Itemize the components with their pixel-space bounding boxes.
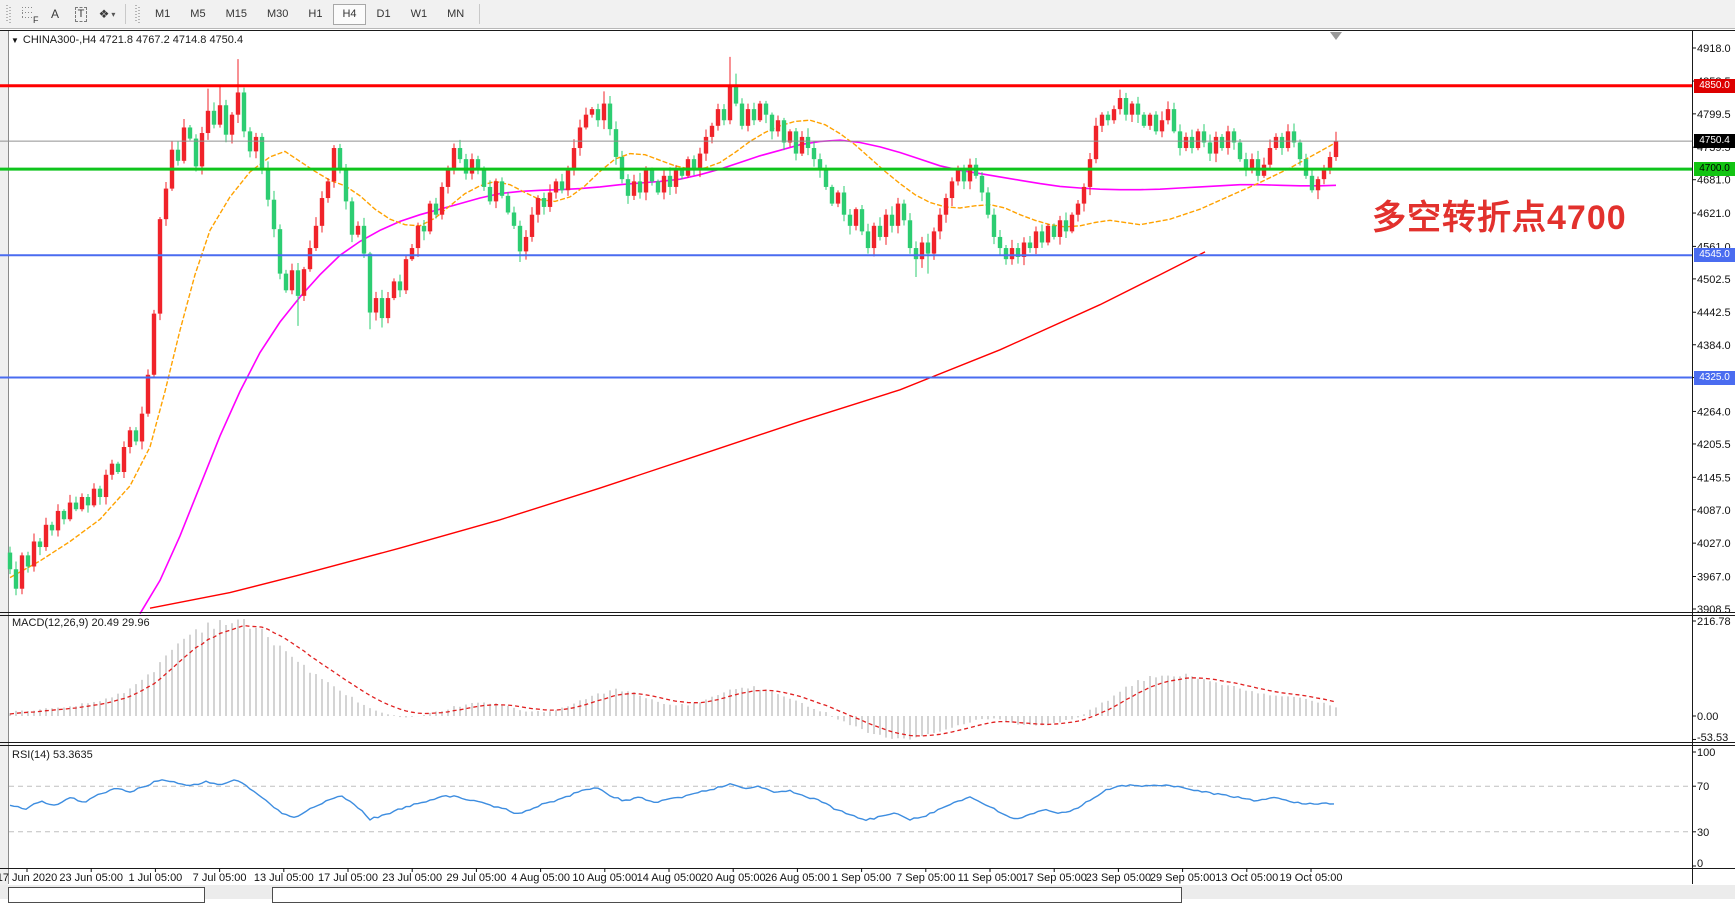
price-tick-label: 4205.5 [1697, 439, 1731, 451]
date-tick-label: 17 Sep 05:00 [1021, 872, 1086, 884]
rsi-axis-label: 0 [1697, 858, 1703, 870]
toolbar-separator-2 [479, 4, 481, 24]
date-tick-label: 4 Aug 05:00 [511, 872, 570, 884]
chart-menu-triangle-icon[interactable]: ▼ [11, 36, 19, 45]
symbol-ohlc-readout[interactable]: ▼ CHINA300-,H4 4721.8 4767.2 4714.8 4750.… [11, 34, 244, 46]
rsi-axis-label: 100 [1697, 747, 1715, 759]
macd-axis-label: 0.00 [1697, 711, 1718, 723]
chevron-down-icon: ▾ [111, 9, 116, 19]
date-tick-label: 17 Jun 2020 [0, 872, 57, 884]
bottom-windows-strip [0, 885, 1735, 903]
price-tick-label: 4681.0 [1697, 175, 1731, 187]
timeframe-button-M30[interactable]: M30 [266, 7, 289, 20]
date-tick-label: 23 Jun 05:00 [59, 872, 123, 884]
chart-shift-marker [1330, 32, 1342, 40]
rsi-line [9, 779, 1335, 822]
date-tick-label: 7 Jul 05:00 [193, 872, 247, 884]
toolbar-separator [125, 4, 126, 24]
macd-plot [9, 619, 1337, 740]
rsi-level-lines [9, 785, 1692, 833]
price-tick-label: 3967.0 [1697, 571, 1731, 583]
date-tick-label: 26 Aug 05:00 [765, 872, 830, 884]
timeframe-button-MN[interactable]: MN [447, 7, 465, 20]
date-tick-label: 19 Oct 05:00 [1280, 872, 1343, 884]
price-tick-label: 3908.5 [1697, 604, 1731, 616]
date-tick-label: 23 Sep 05:00 [1086, 872, 1151, 884]
date-tick-label: 13 Oct 05:00 [1215, 872, 1278, 884]
line-style-icon[interactable]: ❖ ▾ [98, 7, 116, 21]
price-tick-label: 4264.0 [1697, 406, 1731, 418]
price-tick-label: 4799.5 [1697, 109, 1731, 121]
price-tick-label: 4027.0 [1697, 538, 1731, 550]
cursor-arrow-icon[interactable]: A [50, 7, 59, 21]
rsi-axis-label: 70 [1697, 781, 1709, 793]
price-badge-4850.0: 4850.0 [1694, 78, 1735, 93]
rsi-label: RSI(14) 53.3635 [12, 749, 93, 761]
macd-axis-label: 216.78 [1697, 616, 1731, 628]
toolbar-drag-handle[interactable] [6, 5, 12, 23]
moving-average-lines [9, 119, 1337, 615]
date-tick-label: 11 Sep 05:00 [958, 872, 1023, 884]
macd-axis-label: -53.53 [1697, 732, 1728, 744]
ma-slow-red [149, 251, 1206, 609]
timeframe-button-H1[interactable]: H1 [308, 7, 323, 20]
date-tick-label: 13 Jul 05:00 [254, 872, 314, 884]
timeframe-bar: M1 M5 M15 M30 H1 H4 D1 W1 MN [145, 3, 474, 25]
date-tick-label: 17 Jul 05:00 [318, 872, 378, 884]
timeframe-button-M5[interactable]: M5 [190, 7, 206, 20]
pane-borders [0, 30, 1735, 884]
toolbar: F A T ❖ ▾ M1 M5 M15 M30 H1 H4 D1 W1 MN [0, 0, 1735, 29]
price-tick-label: 4384.0 [1697, 340, 1731, 352]
timeframe-button-W1[interactable]: W1 [410, 7, 428, 20]
date-tick-label: 1 Jul 05:00 [128, 872, 182, 884]
macd-signal-line [9, 624, 1337, 737]
bottom-window-1[interactable] [8, 887, 205, 903]
indicator-grid-icon[interactable]: F [17, 2, 41, 26]
price-tick-label: 4918.0 [1697, 43, 1731, 55]
rsi-axis-label: 30 [1697, 827, 1709, 839]
timeframe-button-H4[interactable]: H4 [333, 3, 366, 25]
price-tick-label: 4621.0 [1697, 208, 1731, 220]
date-axis: 17 Jun 2020 23 Jun 05:00 1 Jul 05:00 7 Jul … [0, 868, 1343, 884]
ma-fast-orange [9, 119, 1337, 579]
date-tick-label: 20 Aug 05:00 [701, 872, 766, 884]
price-tick-label: 4145.5 [1697, 472, 1731, 484]
annotation-text[interactable]: 多空转折点4700 [1372, 199, 1627, 237]
date-tick-label: 29 Sep 05:00 [1150, 872, 1215, 884]
price-tick-label: 4087.0 [1697, 505, 1731, 517]
price-tick-label: 4442.5 [1697, 307, 1731, 319]
price-badge-4325.0: 4325.0 [1694, 370, 1735, 385]
current-price-badge: 4750.4 [1694, 134, 1735, 149]
date-tick-label: 14 Aug 05:00 [637, 872, 702, 884]
timeframe-button-M15[interactable]: M15 [225, 7, 247, 20]
timeframe-button-D1[interactable]: D1 [376, 7, 391, 20]
candles [7, 56, 1339, 596]
bottom-window-2[interactable] [272, 887, 1182, 903]
price-badge-4545.0: 4545.0 [1694, 248, 1735, 263]
date-tick-label: 7 Sep 05:00 [896, 872, 955, 884]
date-tick-label: 1 Sep 05:00 [832, 872, 891, 884]
price-badge-4700.0: 4700.0 [1694, 162, 1735, 177]
price-tick-label: 4502.5 [1697, 274, 1731, 286]
macd-label: MACD(12,26,9) 20.49 29.96 [12, 617, 150, 629]
text-label-icon[interactable]: T [69, 2, 93, 26]
horizontal-level-lines [0, 84, 1692, 379]
timeframe-drag-handle[interactable] [135, 5, 141, 23]
timeframe-button-M1[interactable]: M1 [155, 7, 171, 20]
date-tick-label: 29 Jul 05:00 [446, 872, 506, 884]
date-tick-label: 23 Jul 05:00 [382, 872, 442, 884]
date-tick-label: 10 Aug 05:00 [572, 872, 637, 884]
